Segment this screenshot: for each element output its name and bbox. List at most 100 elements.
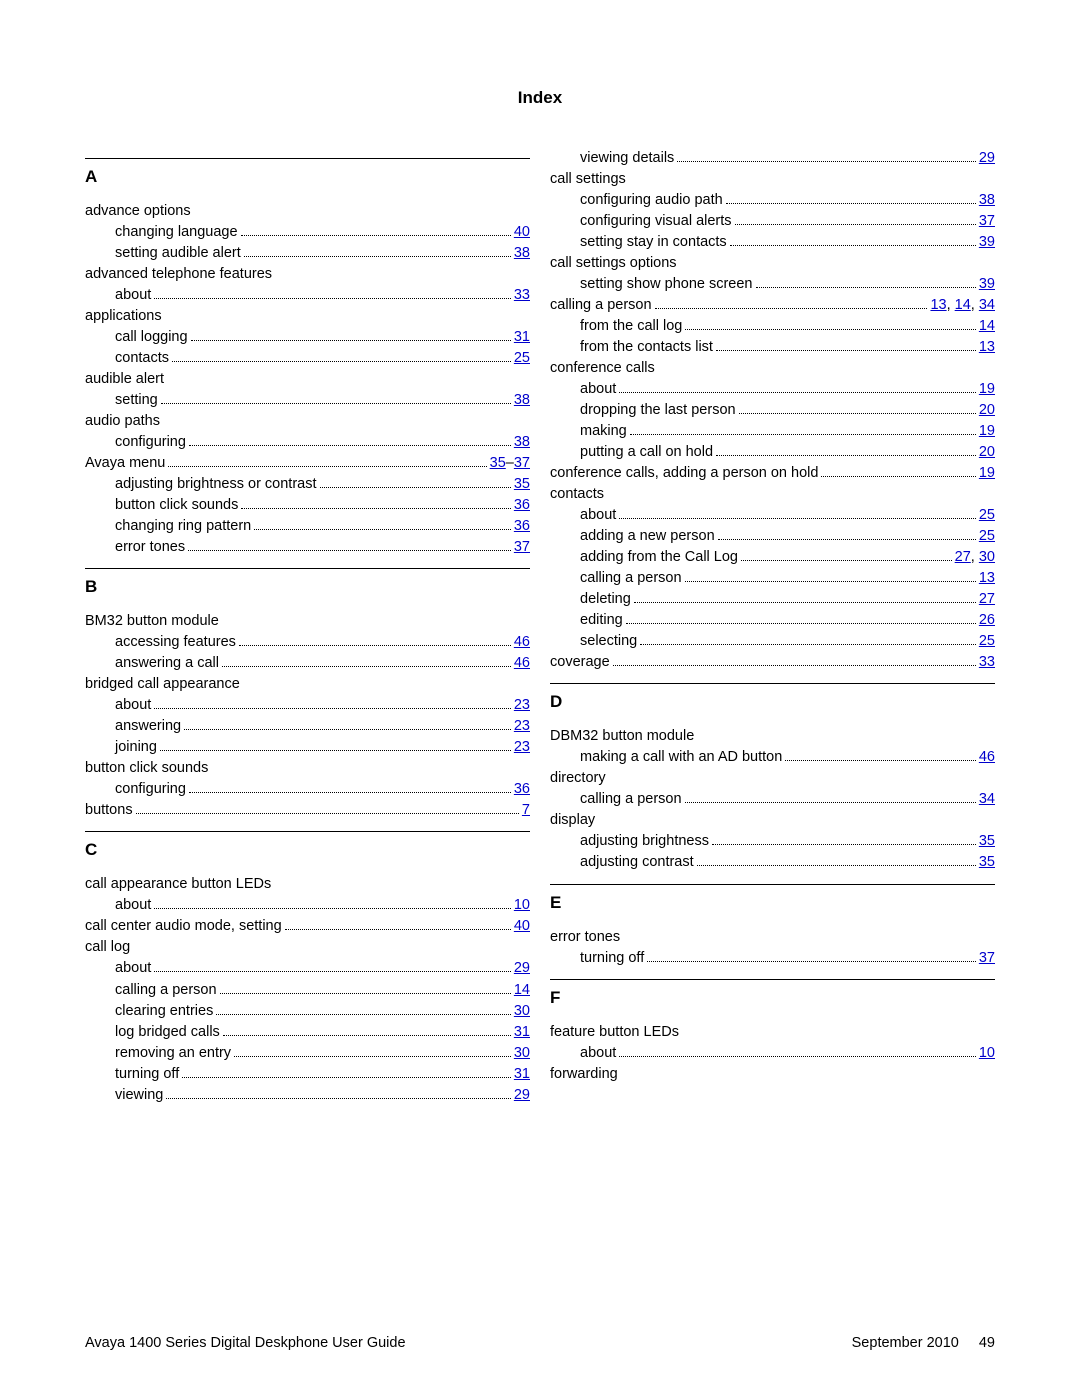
page-link[interactable]: 19 [979, 381, 995, 397]
index-entry-label: clearing entries [115, 1001, 213, 1022]
index-entry-label: deleting [580, 589, 631, 610]
page-link[interactable]: 25 [979, 528, 995, 544]
page-link[interactable]: 14 [514, 982, 530, 998]
index-entry-label: about [115, 285, 151, 306]
page-link[interactable]: 33 [514, 287, 530, 303]
index-entry-label: calling a person [580, 789, 682, 810]
index-entry-label: about [580, 505, 616, 526]
index-entry: turning off 31 [85, 1064, 530, 1085]
page-link[interactable]: 31 [514, 329, 530, 345]
page-link[interactable]: 29 [514, 1087, 530, 1103]
page-link[interactable]: 25 [514, 350, 530, 366]
page-link[interactable]: 38 [514, 434, 530, 450]
index-entry-pages: 7 [522, 800, 530, 821]
page-link[interactable]: 14 [955, 297, 971, 313]
page-link[interactable]: 19 [979, 465, 995, 481]
index-entry: making 19 [550, 421, 995, 442]
index-entry: calling a person 34 [550, 789, 995, 810]
index-entry: putting a call on hold 20 [550, 442, 995, 463]
page-link[interactable]: 37 [514, 455, 530, 471]
index-entry-label: call log [85, 937, 130, 958]
page-link[interactable]: 36 [514, 497, 530, 513]
index-entry-label: dropping the last person [580, 400, 736, 421]
dot-leader [188, 539, 511, 551]
page-link[interactable]: 30 [514, 1045, 530, 1061]
page-link[interactable]: 35 [490, 455, 506, 471]
dot-leader [172, 350, 511, 362]
index-entry-pages: 38 [514, 390, 530, 411]
index-entry-label: error tones [550, 927, 620, 948]
index-entry-label: log bridged calls [115, 1022, 220, 1043]
page-link[interactable]: 27 [955, 549, 971, 565]
dot-leader [647, 949, 976, 961]
page-link[interactable]: 38 [514, 392, 530, 408]
index-entry: buttons 7 [85, 800, 530, 821]
page-link[interactable]: 36 [514, 781, 530, 797]
page-link[interactable]: 35 [514, 476, 530, 492]
index-entry: configuring 38 [85, 432, 530, 453]
page-link[interactable]: 35 [979, 833, 995, 849]
page-link[interactable]: 13 [979, 339, 995, 355]
page-link[interactable]: 23 [514, 739, 530, 755]
page-link[interactable]: 39 [979, 276, 995, 292]
page-link[interactable]: 33 [979, 654, 995, 670]
page-link[interactable]: 29 [979, 150, 995, 166]
index-entry: configuring visual alerts 37 [550, 211, 995, 232]
index-entry: selecting 25 [550, 631, 995, 652]
page-link[interactable]: 23 [514, 718, 530, 734]
index-entry: about 10 [550, 1043, 995, 1064]
dot-leader [154, 960, 511, 972]
page-link[interactable]: 25 [979, 633, 995, 649]
page-link[interactable]: 10 [979, 1045, 995, 1061]
page-link[interactable]: 38 [514, 245, 530, 261]
index-entry-pages: 10 [514, 895, 530, 916]
page-link[interactable]: 20 [979, 402, 995, 418]
page-link[interactable]: 31 [514, 1066, 530, 1082]
page-link[interactable]: 37 [514, 539, 530, 555]
page-link[interactable]: 29 [514, 960, 530, 976]
page-link[interactable]: 40 [514, 918, 530, 934]
page-link[interactable]: 19 [979, 423, 995, 439]
index-entry: clearing entries 30 [85, 1001, 530, 1022]
page-link[interactable]: 20 [979, 444, 995, 460]
page-link[interactable]: 46 [979, 749, 995, 765]
page-link[interactable]: 14 [979, 318, 995, 334]
index-entry: about 10 [85, 895, 530, 916]
page-link[interactable]: 7 [522, 802, 530, 818]
page-link[interactable]: 13 [979, 570, 995, 586]
index-entry-pages: 14 [979, 316, 995, 337]
page-link[interactable]: 13 [930, 297, 946, 313]
index-entry-label: display [550, 810, 595, 831]
page-link[interactable]: 37 [979, 213, 995, 229]
page-link[interactable]: 26 [979, 612, 995, 628]
index-entry-label: directory [550, 768, 606, 789]
dot-leader [726, 192, 976, 204]
page-link[interactable]: 36 [514, 518, 530, 534]
index-entry: call settings options [550, 253, 995, 274]
page-link[interactable]: 31 [514, 1024, 530, 1040]
index-entry-pages: 30 [514, 1001, 530, 1022]
index-entry: about 33 [85, 285, 530, 306]
page-link[interactable]: 30 [979, 549, 995, 565]
page-link[interactable]: 25 [979, 507, 995, 523]
index-entry: from the contacts list 13 [550, 337, 995, 358]
page-link[interactable]: 46 [514, 655, 530, 671]
page-link[interactable]: 30 [514, 1003, 530, 1019]
page-link[interactable]: 34 [979, 791, 995, 807]
dot-leader [821, 465, 975, 477]
index-entry-label: about [580, 379, 616, 400]
page-link[interactable]: 40 [514, 224, 530, 240]
page-link[interactable]: 46 [514, 634, 530, 650]
page-link[interactable]: 39 [979, 234, 995, 250]
index-entry: bridged call appearance [85, 674, 530, 695]
page-link[interactable]: 38 [979, 192, 995, 208]
page-link[interactable]: 34 [979, 297, 995, 313]
index-entry-label: from the call log [580, 316, 682, 337]
page-link[interactable]: 35 [979, 854, 995, 870]
page-link[interactable]: 37 [979, 950, 995, 966]
index-entry-pages: 35 [979, 831, 995, 852]
page-link[interactable]: 10 [514, 897, 530, 913]
index-entry-pages: 40 [514, 916, 530, 937]
page-link[interactable]: 23 [514, 697, 530, 713]
page-link[interactable]: 27 [979, 591, 995, 607]
